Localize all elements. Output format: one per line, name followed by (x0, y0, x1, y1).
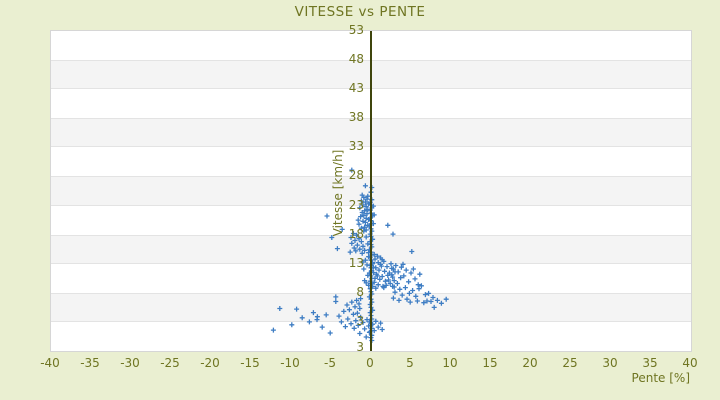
x-tick-label: 15 (482, 356, 498, 370)
x-tick-label: 20 (522, 356, 538, 370)
x-tick-label: 25 (562, 356, 578, 370)
plot-area (50, 30, 692, 352)
x-tick-label: -25 (160, 356, 180, 370)
x-tick-label: -10 (280, 356, 300, 370)
y-tick-label: 28 (348, 168, 364, 183)
y-tick-label: 33 (348, 139, 364, 154)
x-tick-label: 5 (406, 356, 414, 370)
x-tick-label: 40 (682, 356, 698, 370)
y-tick-label: 18 (348, 226, 364, 241)
y-tick-label: 3 (356, 340, 364, 354)
y-tick-label: 38 (348, 110, 364, 125)
y-tick-label: 23 (348, 197, 364, 212)
x-tick-label: -5 (324, 356, 336, 370)
y-axis-title: Vitesse [km/h] (331, 149, 345, 237)
x-tick-label: 30 (602, 356, 618, 370)
x-tick-label: -20 (200, 356, 220, 370)
x-tick-label: 0 (366, 356, 374, 370)
y-tick-label: 8 (356, 284, 364, 299)
x-tick-label: -40 (40, 356, 60, 370)
y-tick-label: 13 (348, 255, 364, 270)
x-tick-label: 35 (642, 356, 658, 370)
chart-title: VITESSE vs PENTE (294, 4, 426, 20)
x-tick-label: -30 (120, 356, 140, 370)
zero-axis-line (370, 31, 372, 351)
y-tick-label: 48 (348, 52, 364, 67)
x-tick-label: -35 (80, 356, 100, 370)
x-axis-title: Pente [%] (631, 371, 690, 385)
y-tick-label: 53 (348, 23, 364, 37)
y-tick-label: 43 (348, 81, 364, 96)
y-tick-label: 3 (356, 313, 364, 328)
x-tick-label: -15 (240, 356, 260, 370)
x-tick-label: 10 (442, 356, 458, 370)
